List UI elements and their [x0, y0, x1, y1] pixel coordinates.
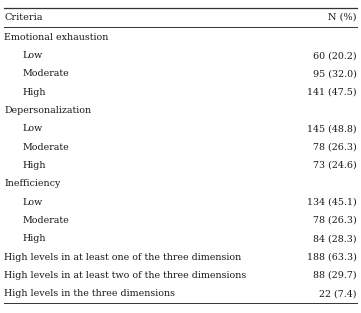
Text: High levels in at least two of the three dimensions: High levels in at least two of the three…	[4, 271, 247, 280]
Text: High: High	[22, 234, 46, 243]
Text: 78 (26.3): 78 (26.3)	[313, 143, 357, 152]
Text: Emotional exhaustion: Emotional exhaustion	[4, 33, 109, 42]
Text: High: High	[22, 161, 46, 170]
Text: Low: Low	[22, 198, 43, 207]
Text: Low: Low	[22, 51, 43, 60]
Text: 145 (48.8): 145 (48.8)	[307, 124, 357, 133]
Text: Moderate: Moderate	[22, 143, 69, 152]
Text: High levels in the three dimensions: High levels in the three dimensions	[4, 289, 175, 298]
Text: 84 (28.3): 84 (28.3)	[313, 234, 357, 243]
Text: Inefficiency: Inefficiency	[4, 179, 61, 188]
Text: 188 (63.3): 188 (63.3)	[307, 253, 357, 262]
Text: 78 (26.3): 78 (26.3)	[313, 216, 357, 225]
Text: Depersonalization: Depersonalization	[4, 106, 91, 115]
Text: Moderate: Moderate	[22, 69, 69, 79]
Text: Moderate: Moderate	[22, 216, 69, 225]
Text: 141 (47.5): 141 (47.5)	[307, 88, 357, 97]
Text: 60 (20.2): 60 (20.2)	[313, 51, 357, 60]
Text: N (%): N (%)	[328, 13, 357, 22]
Text: 134 (45.1): 134 (45.1)	[307, 198, 357, 207]
Text: 95 (32.0): 95 (32.0)	[313, 69, 357, 79]
Text: 22 (7.4): 22 (7.4)	[319, 289, 357, 298]
Text: Criteria: Criteria	[4, 13, 43, 22]
Text: 73 (24.6): 73 (24.6)	[313, 161, 357, 170]
Text: 88 (29.7): 88 (29.7)	[313, 271, 357, 280]
Text: Low: Low	[22, 124, 43, 133]
Text: High: High	[22, 88, 46, 97]
Text: High levels in at least one of the three dimension: High levels in at least one of the three…	[4, 253, 242, 262]
